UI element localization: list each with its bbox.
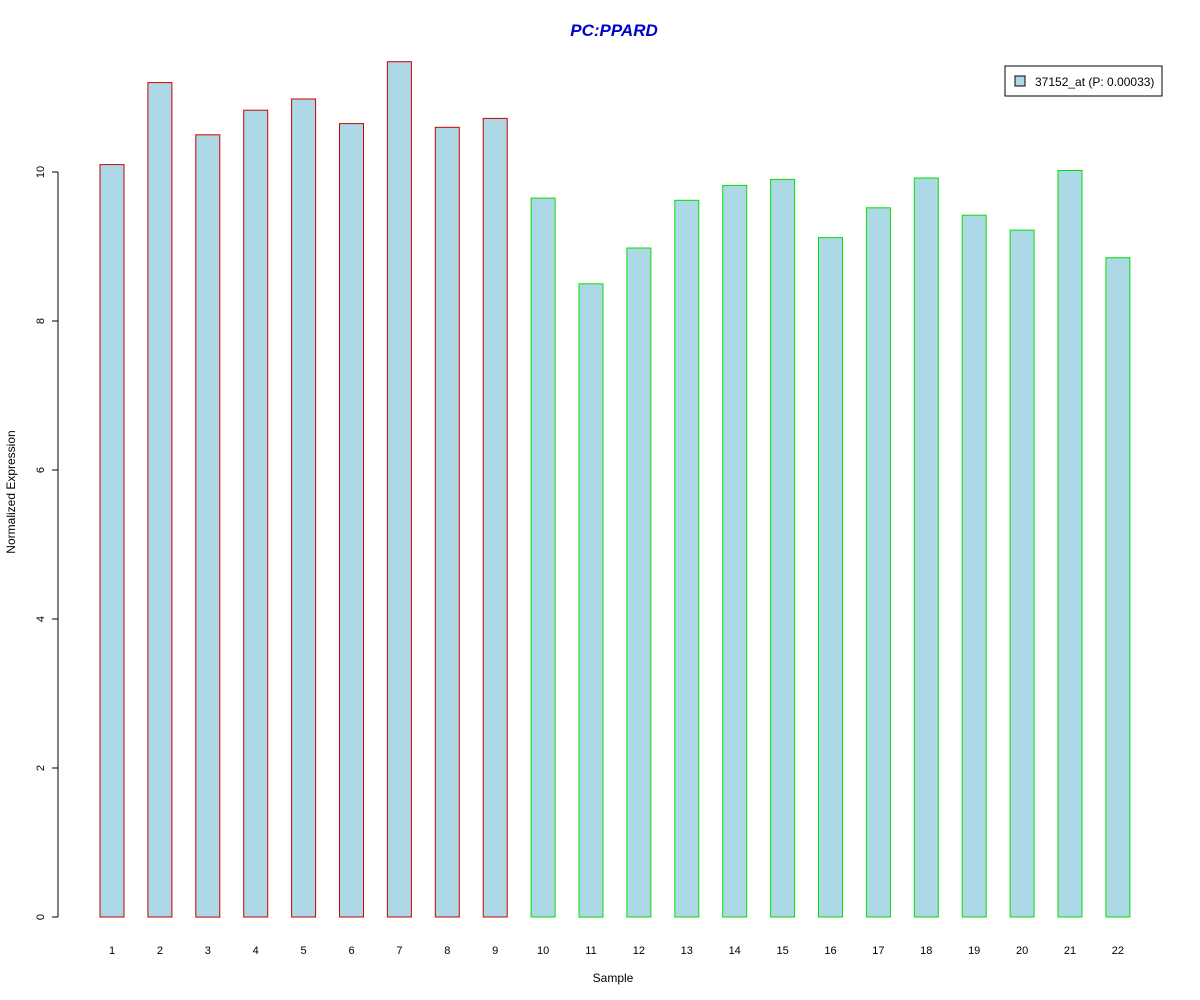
- x-tick-label: 1: [109, 945, 115, 957]
- x-tick-label: 19: [968, 945, 980, 957]
- bar-sample-20: [1009, 229, 1035, 918]
- bars: [99, 61, 1131, 918]
- bar-sample-8: [434, 126, 460, 918]
- chart-title: PC:PPARD: [570, 21, 658, 40]
- y-axis-label: Normalized Expression: [4, 430, 18, 553]
- x-tick-label: 7: [396, 945, 402, 957]
- x-tick-label: 10: [537, 945, 549, 957]
- y-tick-label: 2: [35, 765, 47, 771]
- x-tick-label: 13: [681, 945, 693, 957]
- x-tick-label: 14: [729, 945, 741, 957]
- bar-sample-17: [865, 207, 891, 918]
- x-axis: 1 2 3 4 5 6 7 8 9 10 11 12 13 14 15 16 17 18 19 20 21 22: [109, 945, 1124, 957]
- bar-sample-9: [482, 117, 508, 918]
- bar-sample-14: [722, 184, 748, 918]
- y-tick-label: 6: [35, 467, 47, 473]
- legend-box: [1004, 65, 1163, 97]
- bar-sample-16: [818, 237, 843, 918]
- x-tick-label: 22: [1112, 945, 1124, 957]
- x-tick-label: 5: [301, 945, 307, 957]
- y-axis: 0 2 4 6 8 10: [35, 166, 59, 920]
- bar-sample-10: [530, 197, 556, 918]
- bar-sample-11: [578, 283, 604, 918]
- legend-entry: 37152_at (P: 0.00033): [1035, 75, 1154, 89]
- bar-sample-19: [961, 214, 987, 918]
- bar-sample-3: [195, 134, 221, 918]
- bar-sample-18: [913, 177, 939, 918]
- y-tick-label: 8: [35, 318, 47, 324]
- bar-sample-1: [99, 164, 125, 918]
- y-tick-label: 0: [35, 914, 47, 920]
- x-tick-label: 6: [348, 945, 354, 957]
- x-tick-label: 21: [1064, 945, 1076, 957]
- x-tick-label: 15: [776, 945, 788, 957]
- bar-sample-6: [339, 123, 364, 918]
- x-tick-label: 18: [920, 945, 932, 957]
- bar-sample-13: [674, 199, 700, 918]
- bar-sample-21: [1057, 170, 1083, 918]
- bar-sample-22: [1105, 257, 1131, 918]
- x-tick-label: 2: [157, 945, 163, 957]
- x-tick-label: 16: [824, 945, 836, 957]
- y-tick-label: 4: [35, 616, 47, 622]
- legend-swatch: [1014, 75, 1026, 87]
- x-tick-label: 11: [585, 945, 596, 957]
- bar-sample-7: [386, 61, 412, 918]
- y-tick-label: 10: [35, 166, 47, 178]
- bar-sample-12: [626, 247, 652, 918]
- bar-sample-15: [770, 178, 796, 918]
- x-tick-label: 20: [1016, 945, 1028, 957]
- x-tick-label: 12: [633, 945, 645, 957]
- x-axis-label: Sample: [593, 971, 634, 985]
- bar-sample-4: [243, 109, 269, 918]
- bar-sample-2: [147, 82, 173, 918]
- x-tick-label: 9: [492, 945, 498, 957]
- x-tick-label: 3: [205, 945, 211, 957]
- x-tick-label: 17: [872, 945, 884, 957]
- x-tick-label: 4: [253, 945, 259, 957]
- bar-sample-5: [291, 98, 317, 918]
- legend: 37152_at (P: 0.00033): [1004, 65, 1163, 97]
- x-tick-label: 8: [444, 945, 450, 957]
